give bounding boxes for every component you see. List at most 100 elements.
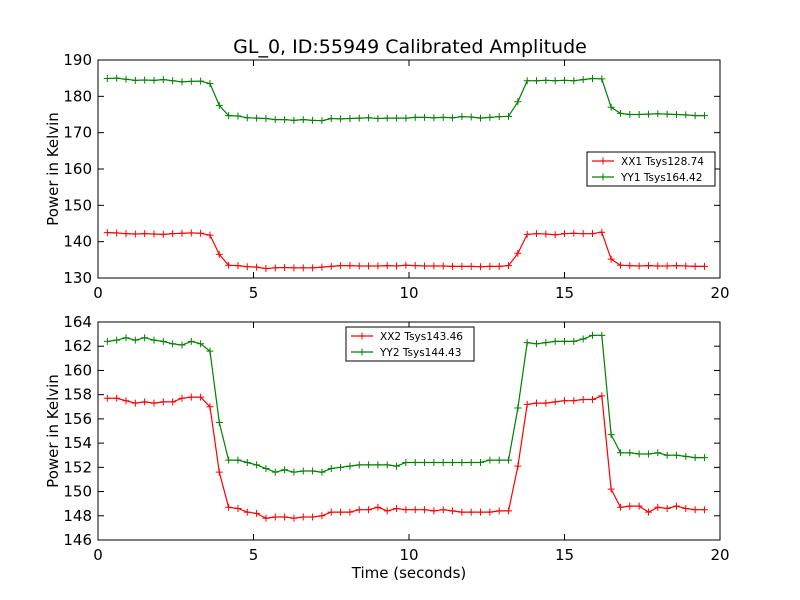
data-point [150, 76, 158, 84]
data-point [467, 508, 475, 516]
data-point [654, 110, 662, 118]
data-point [337, 262, 345, 270]
data-point [234, 456, 242, 464]
data-point [598, 331, 606, 339]
data-point [383, 507, 391, 515]
data-point [533, 230, 541, 238]
data-point [700, 262, 708, 270]
data-point [365, 461, 373, 469]
data-point [421, 506, 429, 514]
data-point [561, 76, 568, 84]
data-point [234, 112, 242, 120]
data-point [635, 502, 643, 510]
data-point [449, 507, 457, 515]
data-point [131, 399, 139, 407]
data-point [542, 399, 550, 407]
legend: XX1 Tsys128.74 YY1 Tsys164.42 [586, 151, 716, 187]
data-point [187, 337, 195, 345]
legend-marker [358, 348, 366, 356]
data-point [197, 77, 205, 85]
data-point [234, 505, 242, 513]
data-point [281, 466, 289, 474]
data-point [523, 339, 531, 347]
data-point [533, 399, 541, 407]
data-point [467, 458, 475, 466]
data-point [514, 249, 522, 257]
data-point [607, 485, 615, 493]
data-point [691, 112, 699, 120]
data-point [327, 114, 335, 122]
data-point [439, 458, 447, 466]
chart-panel-2: 0 5 10 15 20 146 148 150 152 154 156 158 160 162 164 Po… [44, 313, 730, 582]
data-point [691, 506, 699, 514]
data-point [159, 230, 167, 238]
data-point [654, 262, 662, 270]
data-point [103, 229, 111, 237]
data-point [355, 506, 363, 514]
data-point [495, 456, 503, 464]
data-point [299, 264, 307, 272]
data-point [113, 394, 121, 402]
data-point [644, 450, 652, 458]
data-point [150, 336, 158, 344]
data-point [393, 462, 401, 470]
data-point [281, 116, 289, 124]
data-point [337, 115, 345, 123]
data-point [318, 468, 326, 476]
data-point [682, 262, 690, 270]
data-point [383, 114, 391, 122]
data-point [477, 263, 485, 271]
data-point [542, 76, 550, 84]
data-point [122, 334, 130, 342]
data-point [421, 458, 429, 466]
data-point [579, 76, 587, 84]
data-point [262, 465, 270, 473]
data-point [430, 458, 438, 466]
data-point [346, 462, 354, 470]
data-point [402, 261, 410, 269]
data-point [449, 458, 457, 466]
data-point [598, 228, 606, 236]
data-point [243, 114, 251, 122]
data-point [113, 74, 121, 82]
data-point [169, 340, 177, 348]
data-point [243, 508, 251, 516]
data-point [626, 449, 634, 457]
x-axis-label: Time (seconds) [351, 564, 467, 582]
data-point [337, 463, 345, 471]
y-tick-label: 156 [63, 410, 92, 428]
y-tick-label: 146 [63, 531, 92, 549]
y-tick-label: 180 [63, 87, 92, 105]
data-point [215, 419, 223, 427]
data-point [505, 507, 513, 515]
data-point [654, 449, 662, 457]
data-point [178, 229, 186, 237]
y-tick-label: 160 [63, 361, 92, 379]
series-1-2 [103, 74, 708, 125]
data-point [374, 262, 382, 270]
data-point [122, 75, 130, 83]
data-point [588, 396, 596, 404]
data-point [561, 337, 568, 345]
x-tick-label: 10 [399, 546, 418, 564]
data-point [672, 111, 680, 118]
data-point [402, 506, 410, 514]
data-point [616, 503, 624, 511]
data-point [234, 262, 242, 270]
data-point [411, 506, 419, 514]
y-tick-label: 150 [63, 483, 92, 501]
data-point [467, 113, 475, 121]
data-point [113, 336, 121, 344]
data-point [290, 468, 298, 476]
data-point [700, 112, 708, 120]
data-point [477, 458, 485, 466]
data-point [430, 507, 438, 515]
data-point [561, 397, 568, 405]
data-point [374, 461, 382, 469]
data-point [393, 114, 401, 122]
data-point [691, 454, 699, 462]
legend: XX2 Tsys143.46 YY2 Tsys144.43 [345, 326, 475, 362]
data-point [159, 337, 167, 345]
